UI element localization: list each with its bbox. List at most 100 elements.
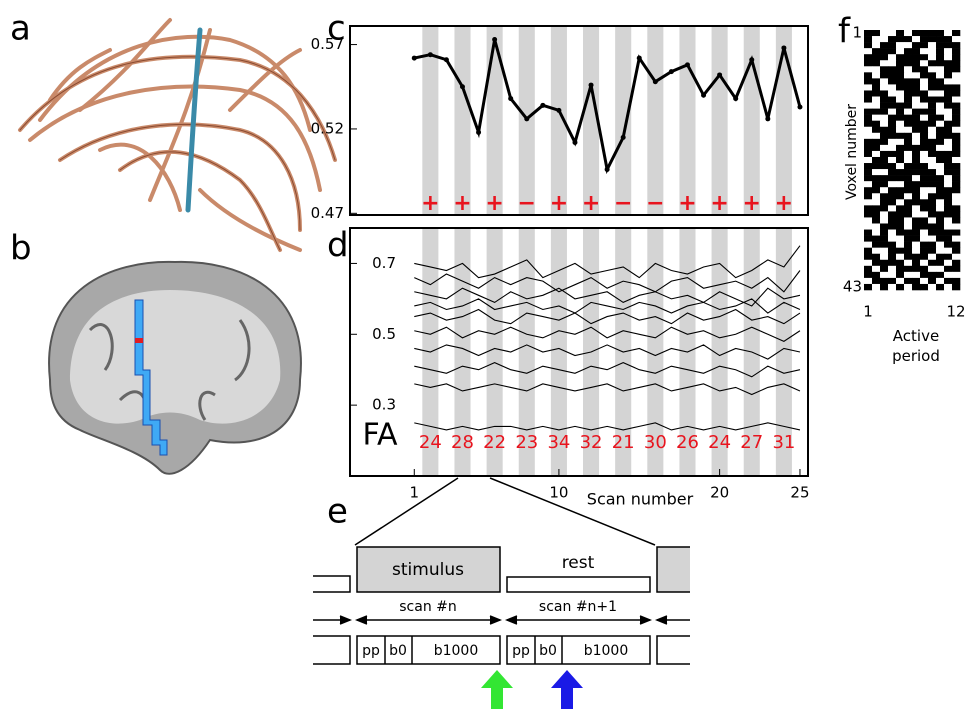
matrix-cell: [888, 151, 896, 157]
matrix-cell: [936, 145, 944, 151]
matrix-cell: [896, 115, 904, 121]
y-axis-label: FA: [362, 418, 398, 453]
matrix-cell: [920, 90, 928, 96]
matrix-cell: [912, 175, 920, 181]
matrix-cell: [904, 272, 912, 278]
matrix-cell: [896, 278, 904, 284]
matrix-cell: [912, 48, 920, 54]
segment-label: b1000: [584, 643, 629, 659]
data-line: [414, 423, 800, 430]
matrix-cell: [944, 109, 952, 115]
matrix-cell: [936, 103, 944, 109]
matrix-cell: [896, 145, 904, 151]
matrix-cell: [952, 205, 960, 211]
matrix-cell: [904, 254, 912, 260]
data-point: [572, 140, 577, 145]
matrix-cell: [880, 169, 888, 175]
matrix-cell: [912, 133, 920, 139]
matrix-cell: [952, 97, 960, 103]
data-point: [460, 84, 465, 89]
matrix-cell: [936, 193, 944, 199]
matrix-cell: [880, 187, 888, 193]
matrix-cell: [864, 78, 872, 84]
matrix-cell: [928, 30, 936, 36]
matrix-cell: [888, 193, 896, 199]
data-line: [414, 309, 800, 323]
matrix-cell: [872, 205, 880, 211]
matrix-cell: [912, 284, 920, 290]
matrix-cell: [880, 175, 888, 181]
matrix-cell: [896, 260, 904, 266]
period-count: 22: [483, 432, 506, 453]
matrix-cell: [880, 181, 888, 187]
matrix-cell: [872, 97, 880, 103]
matrix-cell: [912, 54, 920, 60]
matrix-cell: [912, 121, 920, 127]
matrix-cell: [928, 211, 936, 217]
matrix-cell: [952, 54, 960, 60]
matrix-cell: [880, 48, 888, 54]
matrix-cell: [904, 103, 912, 109]
matrix-cell: [904, 242, 912, 248]
matrix-cell: [944, 127, 952, 133]
matrix-cell: [936, 163, 944, 169]
matrix-cell: [864, 223, 872, 229]
matrix-cell: [936, 157, 944, 163]
matrix-cell: [864, 284, 872, 290]
matrix-cell: [896, 242, 904, 248]
y-tick-label: 0.3: [372, 396, 396, 414]
active-band: [454, 26, 470, 215]
matrix-cell: [864, 145, 872, 151]
matrix-cell: [920, 36, 928, 42]
matrix-cell: [952, 199, 960, 205]
matrix-cell: [872, 36, 880, 42]
matrix-cell: [880, 127, 888, 133]
matrix-cell: [896, 121, 904, 127]
matrix-cell: [920, 121, 928, 127]
matrix-cell: [944, 284, 952, 290]
matrix-cell: [888, 60, 896, 66]
matrix-cell: [864, 187, 872, 193]
matrix-cell: [888, 223, 896, 229]
matrix-cell: [944, 260, 952, 266]
matrix-cell: [912, 211, 920, 217]
data-point: [412, 56, 417, 61]
matrix-cell: [936, 217, 944, 223]
matrix-cell: [944, 199, 952, 205]
matrix-cell: [936, 278, 944, 284]
matrix-cell: [912, 230, 920, 236]
matrix-cell: [952, 36, 960, 42]
matrix-cell: [920, 151, 928, 157]
panel-label: f: [838, 12, 851, 52]
y-tick-label: 0.57: [311, 35, 344, 53]
matrix-cell: [904, 78, 912, 84]
matrix-cell: [920, 175, 928, 181]
matrix-cell: [904, 151, 912, 157]
matrix-cell: [952, 90, 960, 96]
matrix-cell: [936, 284, 944, 290]
matrix-cell: [944, 66, 952, 72]
matrix-cell: [864, 181, 872, 187]
matrix-cell: [864, 278, 872, 284]
matrix-cell: [920, 181, 928, 187]
data-line: [414, 299, 800, 313]
matrix-cell: [888, 278, 896, 284]
data-point: [701, 93, 706, 98]
matrix-cell: [912, 199, 920, 205]
matrix-cell: [952, 151, 960, 157]
matrix-cell: [936, 230, 944, 236]
matrix-cell: [928, 36, 936, 42]
matrix-cell: [904, 175, 912, 181]
matrix-cell: [880, 90, 888, 96]
panel-label: d: [327, 226, 349, 266]
matrix-cell: [896, 254, 904, 260]
matrix-cell: [928, 97, 936, 103]
matrix-cell: [872, 230, 880, 236]
matrix-cell: [896, 103, 904, 109]
matrix-cell: [920, 199, 928, 205]
matrix-cell: [952, 78, 960, 84]
x-tick-label: 12: [946, 303, 965, 321]
matrix-cell: [920, 84, 928, 90]
matrix-cell: [880, 115, 888, 121]
matrix-cell: [864, 66, 872, 72]
